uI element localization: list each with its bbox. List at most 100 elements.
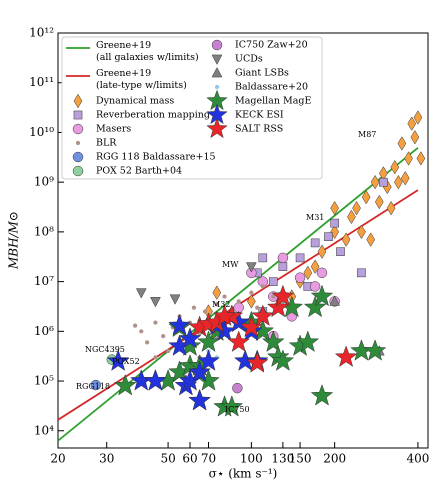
plot-frame (57, 32, 429, 449)
point (73, 93, 83, 109)
point (191, 305, 197, 310)
point (113, 373, 137, 396)
point (168, 313, 191, 336)
point (251, 304, 275, 327)
point (416, 151, 426, 166)
point (303, 295, 327, 318)
y-tick-label: 10⁴ (34, 423, 54, 437)
point (153, 320, 158, 325)
x-tick-label: 50 (160, 452, 175, 466)
point (341, 232, 351, 247)
point (330, 224, 339, 240)
point (213, 304, 236, 327)
legend-label: UCDs (235, 54, 263, 65)
point (197, 349, 220, 371)
x-tick-label: 70 (201, 452, 216, 466)
legend-label: IC750 Zaw+20 (235, 40, 308, 51)
point (374, 194, 384, 210)
point (334, 345, 358, 367)
point (324, 232, 333, 241)
legend-label: Reverberation mapping (96, 110, 210, 121)
point (413, 110, 423, 125)
point (75, 140, 81, 146)
y-tick-label: 10⁸ (34, 224, 54, 238)
point (178, 327, 202, 349)
point (227, 330, 251, 353)
x-tick-label: 150 (289, 452, 312, 466)
y-tick-label: 10¹⁰ (29, 125, 54, 139)
point (386, 200, 396, 216)
point (271, 294, 276, 299)
point (295, 253, 305, 263)
point (316, 267, 328, 279)
point (271, 349, 295, 371)
point (202, 309, 208, 314)
fit-line (58, 147, 419, 442)
point (260, 284, 265, 289)
legend-label-line: Greene+19 (96, 40, 151, 51)
x-axis-label: σ⋆ (km s⁻¹) (209, 467, 278, 481)
legend-label: BLR (96, 138, 117, 149)
legend-label-line: (all galaxies w/limits) (96, 52, 199, 63)
point (310, 238, 320, 248)
y-tick-label: 10¹² (29, 26, 54, 40)
point (310, 284, 334, 307)
point (222, 294, 227, 299)
y-axis-label: MBH/M⊙ (7, 211, 21, 270)
point (73, 110, 83, 120)
legend-label: Giant LSBs (235, 68, 289, 79)
point (258, 253, 268, 263)
legend-label-line: Greene+19 (96, 68, 151, 79)
point (72, 151, 84, 163)
legend-label: Baldassare+20 (235, 82, 308, 93)
point (310, 384, 334, 406)
legend-label: POX 52 Barth+04 (96, 166, 182, 177)
point (261, 330, 285, 353)
point (309, 281, 321, 292)
x-tick-label: 200 (323, 452, 346, 466)
point (247, 294, 256, 309)
point (188, 388, 211, 411)
x-tick-label: 30 (99, 452, 114, 466)
point (135, 288, 147, 299)
point (296, 330, 320, 353)
point (268, 277, 278, 286)
point (361, 189, 371, 205)
point (72, 165, 84, 177)
annotation: POX52 (112, 357, 140, 366)
point (161, 334, 166, 339)
point (271, 284, 295, 307)
point (169, 294, 181, 305)
point (370, 174, 380, 190)
point (245, 351, 269, 373)
annotation: NGC4395 (85, 345, 125, 354)
legend-label: Masers (96, 124, 131, 135)
point (394, 174, 403, 190)
annotation: RGG118 (76, 382, 110, 391)
x-tick-label: 20 (50, 452, 65, 466)
point (72, 123, 84, 135)
point (336, 247, 345, 256)
point (144, 369, 167, 391)
point (249, 290, 254, 295)
point (145, 340, 150, 345)
plot-area (58, 110, 426, 442)
annotation: M32 (212, 300, 230, 309)
legend-label: Greene+19 (all galaxies w/limits) (96, 40, 199, 63)
point (379, 177, 388, 187)
legend-label: SALT RSS (235, 124, 283, 135)
annotation: M31 (306, 213, 324, 222)
point (277, 252, 289, 264)
point (106, 349, 130, 371)
legend-label: RGG 118 Baldassare+15 (96, 152, 216, 163)
legend-label: Dynamical mass (96, 96, 174, 107)
point (352, 200, 361, 216)
point (278, 262, 288, 271)
point (139, 329, 144, 334)
y-tick-label: 10¹¹ (29, 75, 54, 89)
point (212, 285, 222, 300)
point (310, 259, 320, 274)
point (165, 349, 171, 354)
point (303, 265, 313, 281)
point (357, 268, 366, 278)
